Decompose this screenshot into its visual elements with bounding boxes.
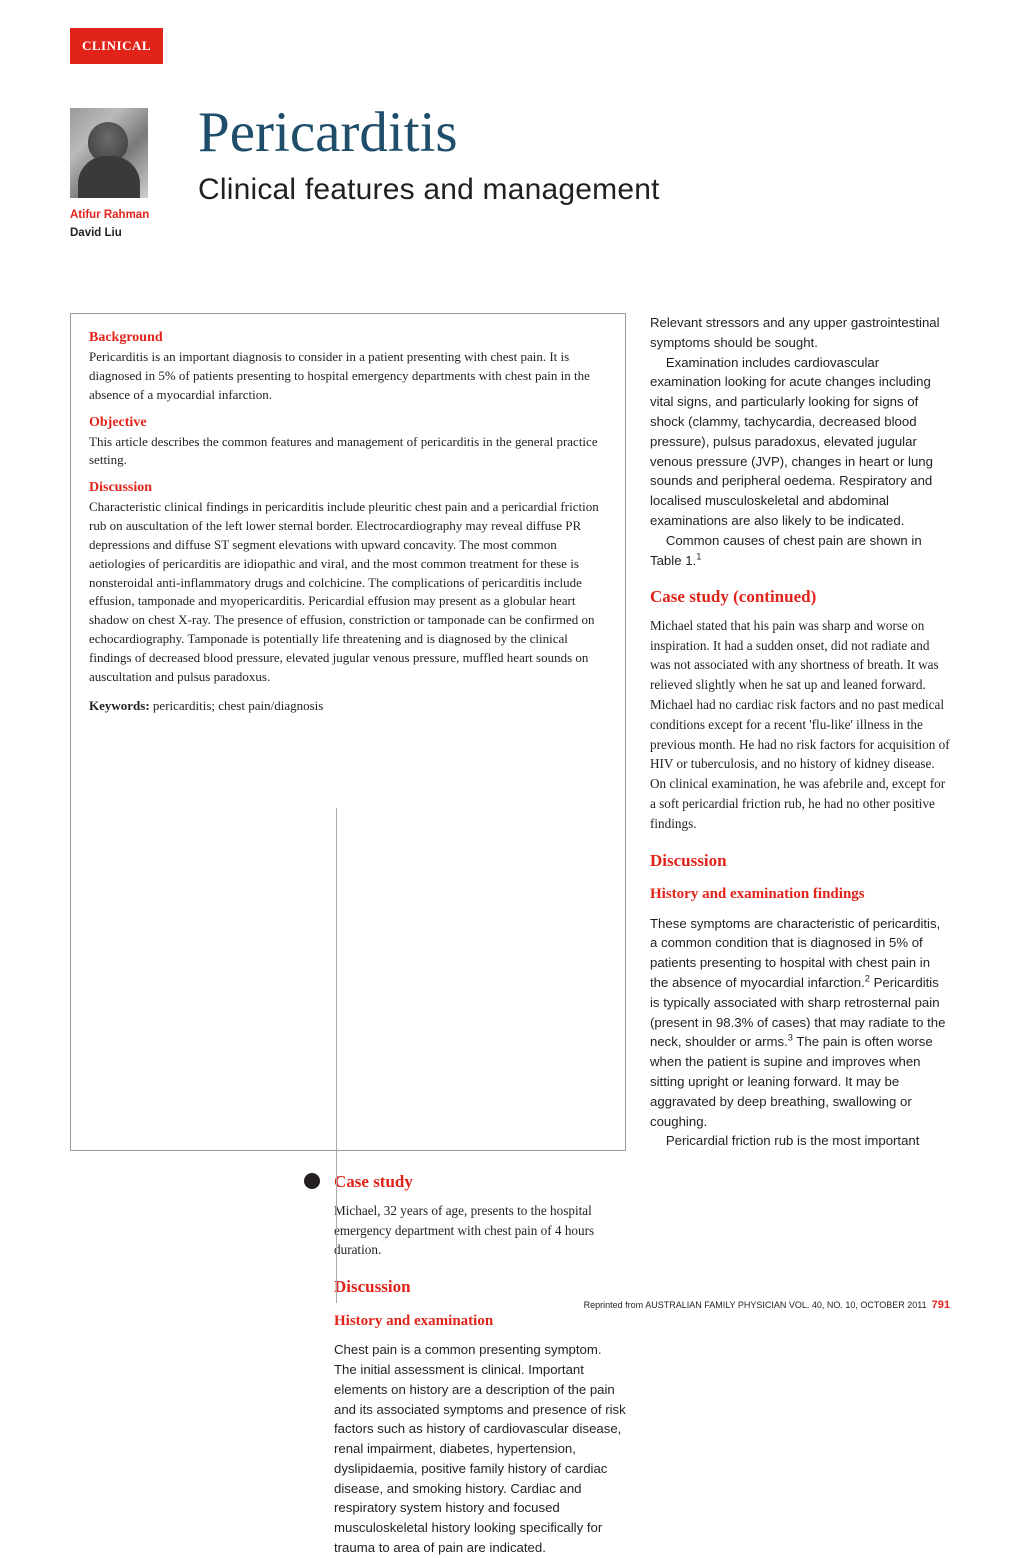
page-footer: Reprinted from AUSTRALIAN FAMILY PHYSICI…: [584, 1299, 950, 1311]
bullet-icon: [304, 1173, 320, 1189]
abstract-objective-text: This article describes the common featur…: [89, 433, 607, 471]
abstract-background-heading: Background: [89, 330, 607, 346]
rc-para-1: Relevant stressors and any upper gastroi…: [650, 313, 950, 353]
case-cont-p3: On clinical examination, he was afebrile…: [650, 774, 950, 833]
content-row: Background Pericarditis is an important …: [70, 313, 950, 1151]
case-continued-heading: Case study (continued): [650, 584, 950, 610]
case-study-text: Michael, 32 years of age, presents to th…: [334, 1201, 626, 1260]
header-row: Atifur Rahman David Liu Pericarditis Cli…: [70, 108, 950, 241]
title-column: Pericarditis Clinical features and manag…: [198, 108, 950, 241]
middle-column: Case study Michael, 32 years of age, pre…: [334, 1169, 626, 1558]
author-column: Atifur Rahman David Liu: [70, 108, 180, 241]
clinical-badge: CLINICAL: [70, 28, 163, 64]
discussion-heading: Discussion: [334, 1274, 626, 1300]
column-divider: [336, 808, 337, 1303]
rc-para-2: Examination includes cardiovascular exam…: [650, 353, 950, 531]
author-name-1: Atifur Rahman: [70, 208, 180, 224]
abstract-background-text: Pericarditis is an important diagnosis t…: [89, 348, 607, 405]
abstract-box: Background Pericarditis is an important …: [70, 313, 626, 1151]
case-cont-p2: Michael had no cardiac risk factors and …: [650, 695, 950, 774]
rc-d2-p2: Pericardial friction rub is the most imp…: [650, 1131, 950, 1151]
right-column: Relevant stressors and any upper gastroi…: [650, 313, 950, 1151]
rc-d2-p1: These symptoms are characteristic of per…: [650, 914, 950, 1132]
abstract-discussion-text: Characteristic clinical findings in peri…: [89, 498, 607, 686]
case-cont-p1: Michael stated that his pain was sharp a…: [650, 616, 950, 695]
abstract-keywords: Keywords: pericarditis; chest pain/diagn…: [89, 697, 607, 716]
history-exam-heading: History and examination: [334, 1310, 626, 1333]
bullet-col: [70, 1169, 320, 1558]
lower-row: Case study Michael, 32 years of age, pre…: [70, 1169, 950, 1558]
hef-heading: History and examination findings: [650, 883, 950, 906]
article-subtitle: Clinical features and management: [198, 173, 950, 207]
author-name-2: David Liu: [70, 226, 180, 242]
mid-p1: Chest pain is a common presenting sympto…: [334, 1340, 626, 1558]
abstract-objective-heading: Objective: [89, 415, 607, 431]
abstract-discussion-heading: Discussion: [89, 480, 607, 496]
rc-para-3: Common causes of chest pain are shown in…: [650, 531, 950, 571]
case-study-heading: Case study: [334, 1169, 626, 1195]
discussion2-heading: Discussion: [650, 848, 950, 874]
lower-left: Case study Michael, 32 years of age, pre…: [70, 1169, 626, 1558]
article-title: Pericarditis: [198, 104, 950, 161]
author-photo: [70, 108, 148, 198]
